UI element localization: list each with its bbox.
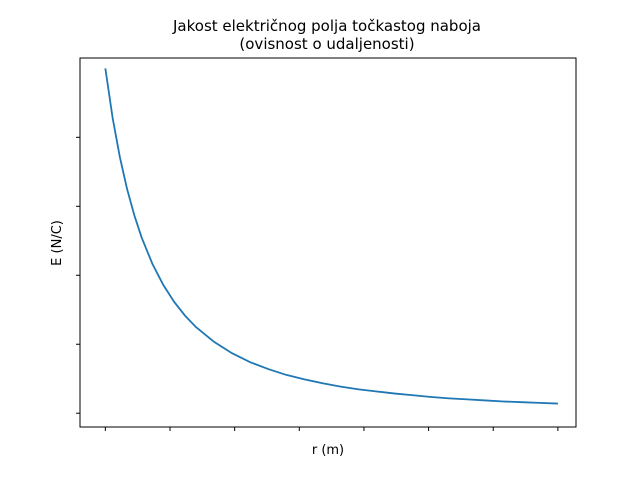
plot-area-frame <box>79 57 577 428</box>
y-axis-ticks <box>76 136 80 414</box>
y-axis-label: E (N/C) <box>50 220 65 266</box>
x-axis-ticks <box>104 427 559 431</box>
x-axis-label: r (m) <box>312 443 344 458</box>
series-line-field-strength <box>104 68 558 405</box>
chart-title-line-1: Jakost električnog polja točkastog naboj… <box>172 17 481 35</box>
chart-title-line-2: (ovisnost o udaljenosti) <box>239 35 414 53</box>
